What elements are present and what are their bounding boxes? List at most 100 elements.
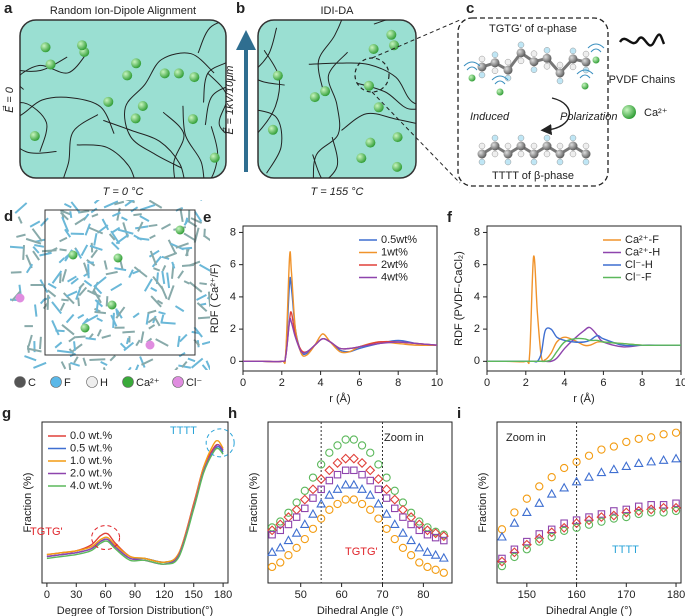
legend-label: 0.5wt% (381, 234, 417, 246)
bond (61, 216, 70, 233)
bond (145, 313, 150, 325)
bond (54, 341, 63, 349)
legend-label: 4wt% (381, 271, 408, 283)
marker (559, 522, 570, 533)
bond (111, 211, 121, 218)
marker (572, 457, 581, 467)
bond (31, 228, 43, 242)
chain (203, 20, 226, 103)
ion (365, 137, 376, 148)
x-tick-label: 2 (523, 377, 529, 389)
bond (51, 270, 63, 284)
atom (542, 53, 552, 63)
bond (89, 244, 103, 251)
marker (291, 504, 302, 515)
legend-label: 0.0 wt.% (70, 430, 112, 442)
marker (300, 486, 309, 495)
chains-b (258, 20, 416, 178)
bond (156, 299, 164, 305)
y-axis-label: RDF (PVDF-CaCl₂) (453, 251, 465, 346)
marker (366, 505, 375, 514)
marker (341, 435, 350, 444)
bond (64, 228, 72, 238)
marker (422, 525, 433, 536)
marker (381, 508, 392, 518)
marker (389, 519, 400, 529)
marker (522, 494, 531, 503)
atom (543, 63, 551, 70)
marker (633, 505, 644, 516)
marker (633, 458, 644, 467)
marker (658, 455, 669, 464)
bond (148, 324, 156, 330)
x-tick-label: 160 (567, 589, 585, 601)
legend: C F H Ca²⁺ Cl⁻ (14, 376, 202, 389)
legend-swatch (14, 376, 26, 388)
bond (190, 217, 203, 224)
marker (325, 505, 334, 514)
marker (423, 530, 432, 539)
marker (510, 545, 519, 554)
ion (68, 250, 78, 260)
x-tick-label: 60 (335, 589, 347, 601)
marker (596, 467, 607, 477)
atom (491, 150, 499, 158)
atom (478, 55, 486, 63)
marker (431, 527, 440, 536)
bond (183, 232, 196, 241)
marker (317, 485, 325, 494)
atom (504, 58, 512, 66)
bond (80, 244, 89, 257)
bond (191, 330, 200, 335)
marker (622, 512, 631, 522)
y-axis-label: Fraction (%) (248, 473, 260, 533)
atom (517, 41, 525, 49)
marker (572, 523, 581, 532)
marker (374, 485, 383, 494)
x-tick-label: 180 (667, 589, 685, 601)
marker (292, 513, 301, 521)
marker (535, 482, 544, 491)
bond (196, 293, 207, 301)
atom (556, 61, 564, 69)
bond (166, 272, 171, 289)
bond (194, 210, 203, 223)
marker (622, 505, 631, 514)
marker (547, 525, 556, 534)
bond (38, 336, 42, 350)
annotation: Polarization (560, 111, 617, 123)
marker (559, 526, 569, 536)
bond (167, 285, 175, 301)
bond (34, 244, 45, 248)
bond (158, 311, 166, 315)
marker (267, 525, 278, 536)
plot-frame (242, 225, 438, 372)
marker (430, 528, 441, 539)
marker (406, 508, 416, 517)
marker (324, 465, 335, 476)
marker (430, 549, 441, 559)
bond (40, 217, 49, 227)
y-axis-label: Fraction (%) (22, 473, 34, 533)
marker (357, 441, 367, 450)
atom (569, 47, 577, 55)
line (46, 439, 224, 564)
marker (584, 515, 594, 526)
bond (152, 315, 157, 324)
x-tick-label: 8 (395, 377, 401, 389)
panel-title: Random Ion-Dipole Alignment (50, 5, 196, 17)
bond (60, 209, 71, 216)
chain (258, 27, 278, 77)
marker (584, 520, 594, 529)
marker (671, 428, 681, 437)
y-tick-label: 6 (230, 259, 236, 271)
chains-a (20, 20, 226, 178)
atom (530, 142, 538, 150)
bond (196, 302, 208, 312)
bond (199, 263, 210, 272)
y-tick-label: 8 (230, 226, 236, 238)
marker (398, 543, 408, 553)
marker (621, 507, 632, 518)
panel-title: IDI-DA (321, 5, 355, 17)
marker (634, 434, 643, 444)
